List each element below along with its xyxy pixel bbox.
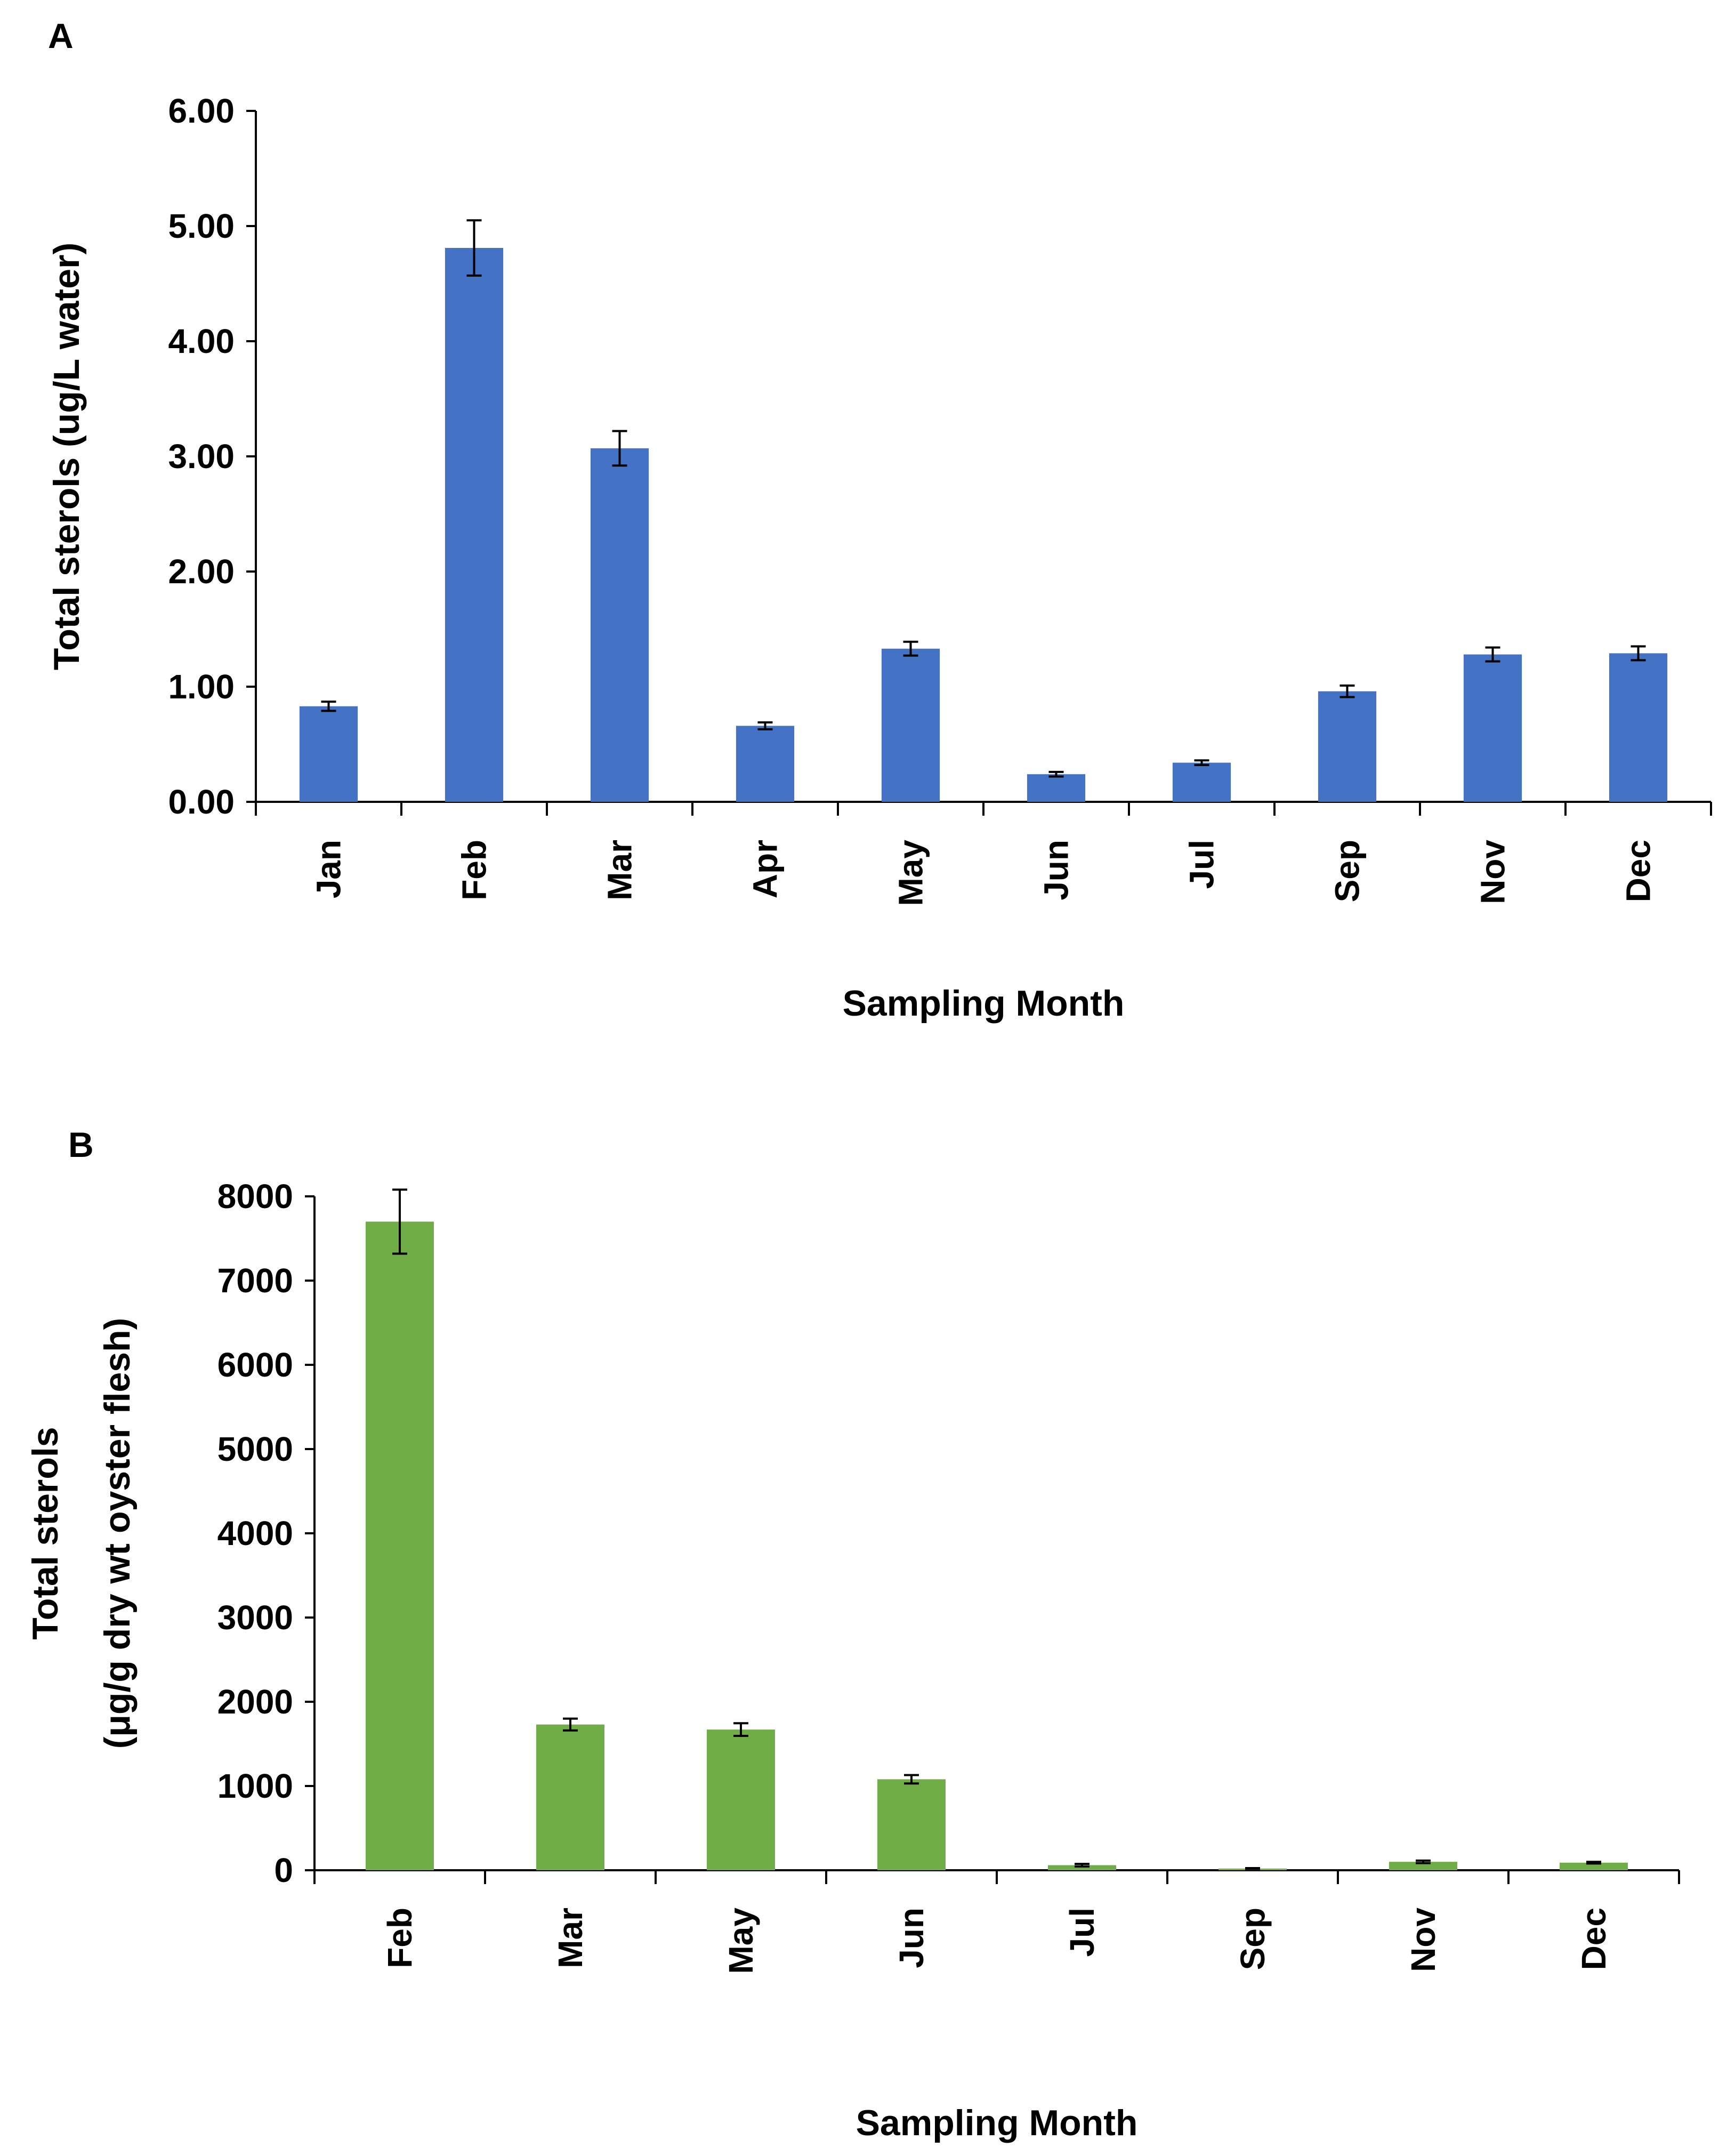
- y-tick-label: 3000: [217, 1598, 293, 1637]
- x-axis-title: Sampling Month: [843, 983, 1125, 1024]
- y-tick-label: 1.00: [168, 667, 235, 706]
- x-tick-label: Jun: [1037, 840, 1076, 900]
- x-tick-label: May: [892, 840, 930, 906]
- y-tick-label: 3.00: [168, 437, 235, 476]
- chart-a: A 0.00 1.00 2.00 3.00 4.00 5.00 6.00 Jan Feb Mar Ap…: [46, 16, 1712, 1024]
- bar-jul: [1172, 762, 1231, 802]
- chart-b: B 0 1000 2000 3000 4000 5000 6000 7000 8000 Feb Mar…: [25, 1125, 1680, 2143]
- bar-sep: [1318, 691, 1377, 802]
- bar-jun: [1027, 774, 1086, 802]
- bar-feb: [366, 1221, 434, 1870]
- y-tick-label: 5.00: [168, 207, 235, 245]
- x-tick-label: Dec: [1575, 1908, 1613, 1970]
- bar-mar: [536, 1724, 604, 1870]
- x-tick-label: Dec: [1619, 840, 1658, 902]
- y-axis-title: Total sterols: [25, 1427, 66, 1639]
- bar-may: [707, 1729, 775, 1870]
- y-tick-label: 7000: [217, 1261, 293, 1300]
- x-tick-label: Jun: [892, 1908, 931, 1968]
- x-tick-label: Mar: [551, 1908, 590, 1968]
- x-axis-title: Sampling Month: [856, 2103, 1138, 2143]
- bar-nov: [1389, 1862, 1457, 1870]
- y-tick-label: 6000: [217, 1346, 293, 1384]
- x-tick-label: Nov: [1404, 1908, 1442, 1972]
- x-tick-label: Jan: [310, 840, 348, 898]
- x-tick-label: Feb: [381, 1908, 419, 1968]
- x-tick-label: Nov: [1474, 840, 1512, 904]
- y-tick-label: 2000: [217, 1683, 293, 1721]
- y-tick-label: 4000: [217, 1514, 293, 1552]
- bar-mar: [590, 448, 649, 802]
- bar-nov: [1463, 654, 1522, 802]
- x-tick-label: Apr: [746, 840, 785, 898]
- bar-dec: [1609, 653, 1668, 802]
- bar-apr: [736, 726, 795, 802]
- y-tick-label: 0.00: [168, 783, 235, 821]
- y-tick-label: 0: [274, 1851, 293, 1889]
- y-tick-label: 1000: [217, 1767, 293, 1805]
- panel-label: B: [68, 1125, 94, 1164]
- x-tick-label: Mar: [601, 840, 639, 900]
- y-tick-label: 4.00: [168, 322, 235, 360]
- bar-jun: [877, 1779, 946, 1870]
- bar-may: [881, 648, 940, 802]
- x-tick-label: Sep: [1328, 840, 1367, 902]
- bar-jul: [1048, 1865, 1116, 1870]
- y-tick-label: 8000: [217, 1177, 293, 1216]
- x-tick-label: Sep: [1233, 1908, 1272, 1970]
- panel-label: A: [48, 16, 74, 55]
- x-tick-label: May: [722, 1908, 760, 1974]
- x-tick-label: Jul: [1063, 1908, 1101, 1957]
- y-tick-label: 5000: [217, 1430, 293, 1468]
- bar-feb: [445, 248, 504, 802]
- y-tick-label: 6.00: [168, 92, 235, 130]
- bar-jan: [299, 706, 358, 802]
- y-tick-label: 2.00: [168, 552, 235, 591]
- y-axis-title: (μg/g dry wt oyster flesh): [97, 1318, 138, 1749]
- y-axis-title: Total sterols (ug/L water): [46, 243, 87, 670]
- x-tick-label: Jul: [1183, 840, 1221, 889]
- x-tick-label: Feb: [455, 840, 494, 900]
- bar-dec: [1560, 1862, 1628, 1870]
